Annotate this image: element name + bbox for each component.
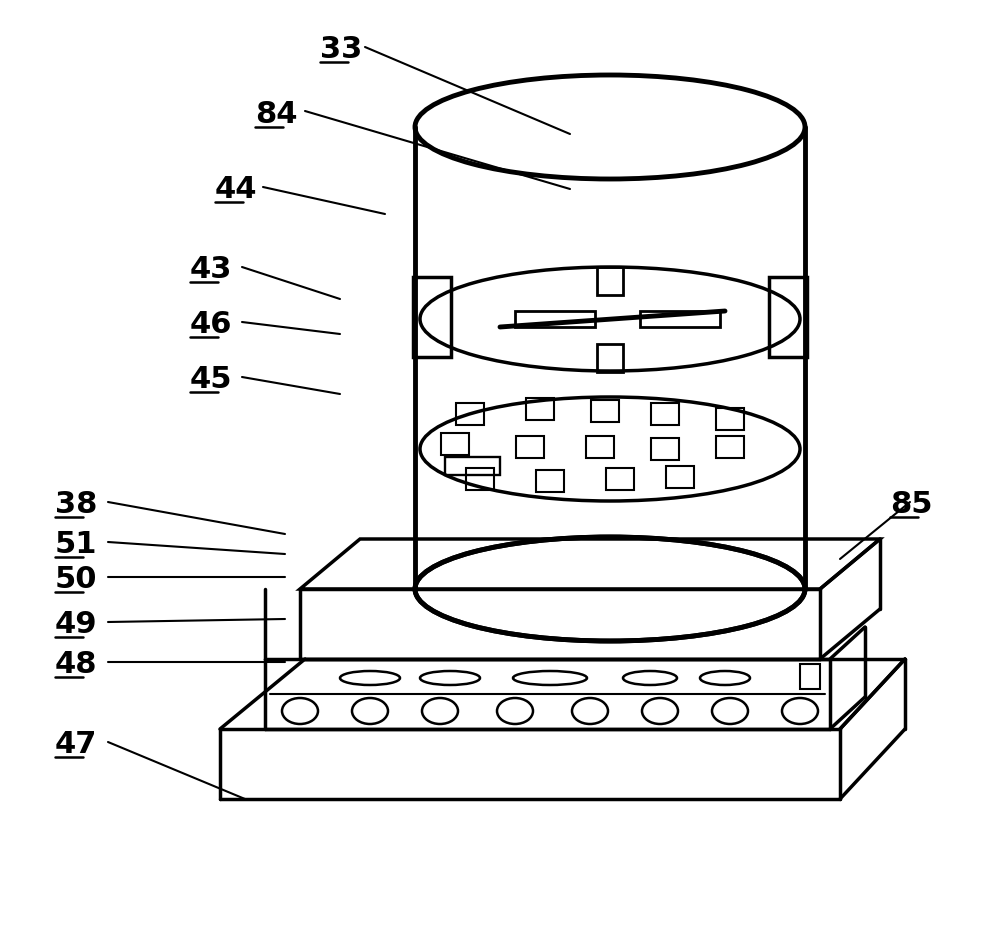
Text: 44: 44 <box>215 174 258 204</box>
Text: 45: 45 <box>190 365 233 393</box>
Text: 51: 51 <box>55 530 98 559</box>
Text: 38: 38 <box>55 489 97 519</box>
Text: 43: 43 <box>190 254 232 284</box>
Text: 49: 49 <box>55 610 98 638</box>
Text: 47: 47 <box>55 729 97 758</box>
Text: 84: 84 <box>255 100 298 129</box>
Text: 46: 46 <box>190 310 233 339</box>
Text: 50: 50 <box>55 564 98 593</box>
Text: 85: 85 <box>890 489 932 519</box>
Text: 33: 33 <box>320 35 362 64</box>
Text: 48: 48 <box>55 650 98 678</box>
